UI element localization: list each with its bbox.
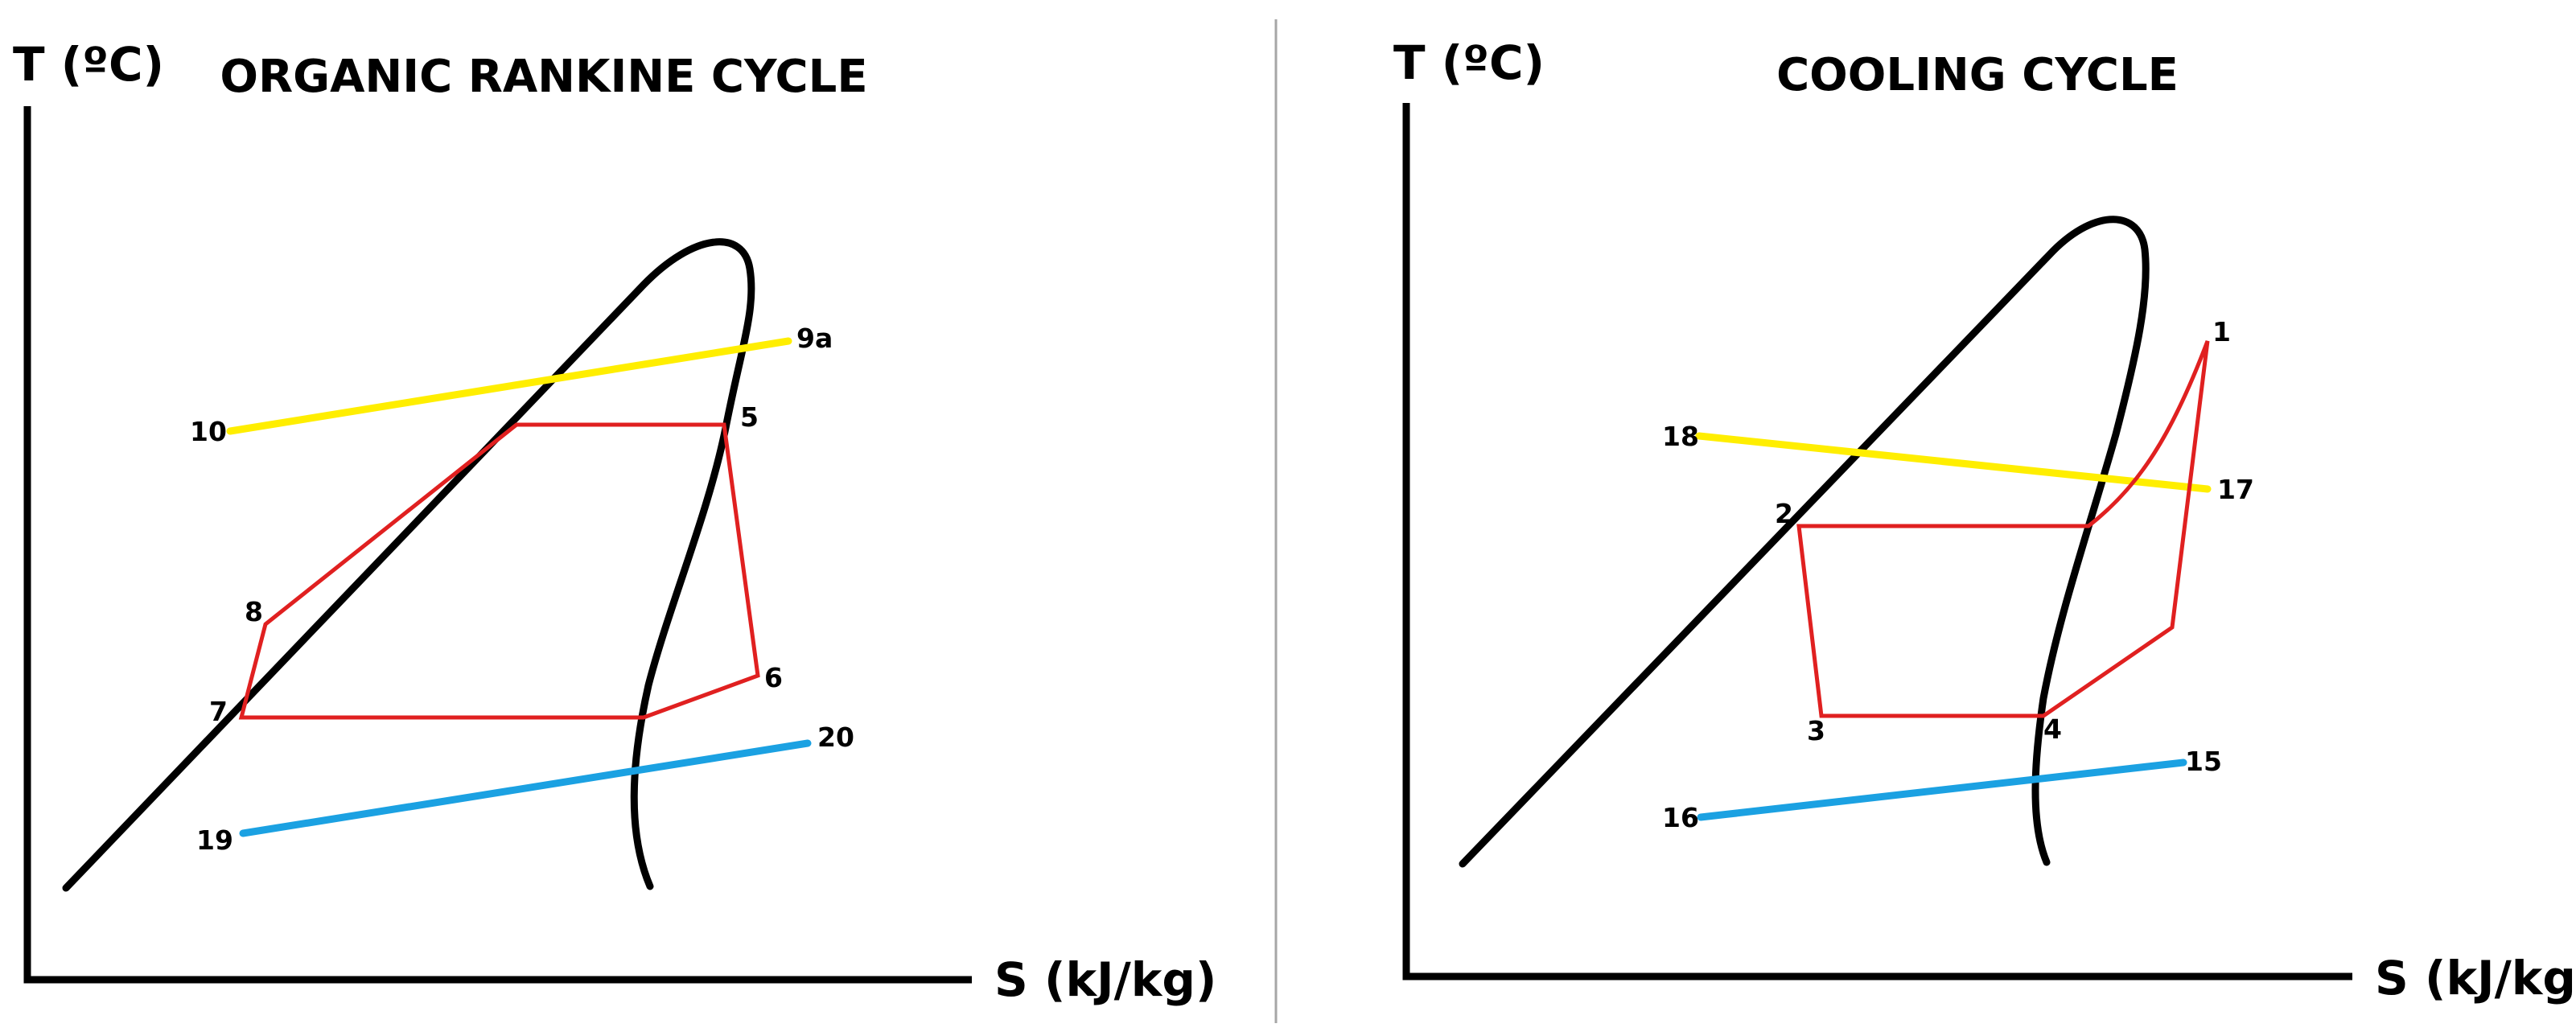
orc-state-9a-label: 9a — [796, 323, 833, 354]
cooling-state-4-label: 4 — [2043, 713, 2062, 745]
cooling-title: COOLING CYCLE — [1776, 49, 2179, 101]
cooling-axes — [1402, 103, 2352, 980]
orc-cycle-path — [238, 422, 760, 720]
cooling-state-1-label: 1 — [2212, 316, 2231, 347]
orc-y-axis-label: T (ºC) — [13, 37, 164, 92]
orc-heat-sink-stream — [239, 739, 812, 837]
cooling-cold-stream — [1697, 758, 2187, 821]
orc-saturation-dome — [62, 238, 755, 892]
orc-state-6-label: 6 — [764, 662, 783, 693]
cooling-state-16-label: 16 — [1662, 802, 1699, 833]
orc-heat-source-stream — [226, 337, 792, 435]
cooling-saturation-dome — [1459, 216, 2150, 868]
orc-title: ORGANIC RANKINE CYCLE — [220, 51, 867, 103]
cooling-state-17-label: 17 — [2217, 474, 2254, 505]
orc-x-axis-label: S (kJ/kg) — [994, 952, 1216, 1007]
cooling-y-axis-label: T (ºC) — [1393, 35, 1545, 90]
orc-axes — [23, 106, 972, 984]
orc-panel: T (ºC) ORGANIC RANKINE CYCLE S (kJ/kg) 1… — [13, 37, 1216, 1007]
orc-state-10-label: 10 — [190, 416, 227, 447]
cooling-cycle-path — [1796, 340, 2210, 718]
orc-state-19-label: 19 — [196, 824, 233, 856]
orc-state-5-label: 5 — [740, 401, 759, 433]
cooling-hot-stream — [1695, 432, 2212, 493]
cooling-state-3-label: 3 — [1807, 715, 1825, 746]
orc-state-8-label: 8 — [245, 596, 263, 627]
orc-state-7-label: 7 — [209, 696, 228, 727]
cooling-x-axis-label: S (kJ/kg) — [2375, 951, 2576, 1005]
cooling-state-15-label: 15 — [2185, 746, 2222, 777]
orc-state-20-label: 20 — [817, 722, 854, 753]
cooling-state-2-label: 2 — [1775, 498, 1793, 529]
cooling-panel: T (ºC) COOLING CYCLE S (kJ/kg) 1 18 17 2… — [1393, 35, 2576, 1005]
cooling-state-18-label: 18 — [1662, 421, 1699, 452]
